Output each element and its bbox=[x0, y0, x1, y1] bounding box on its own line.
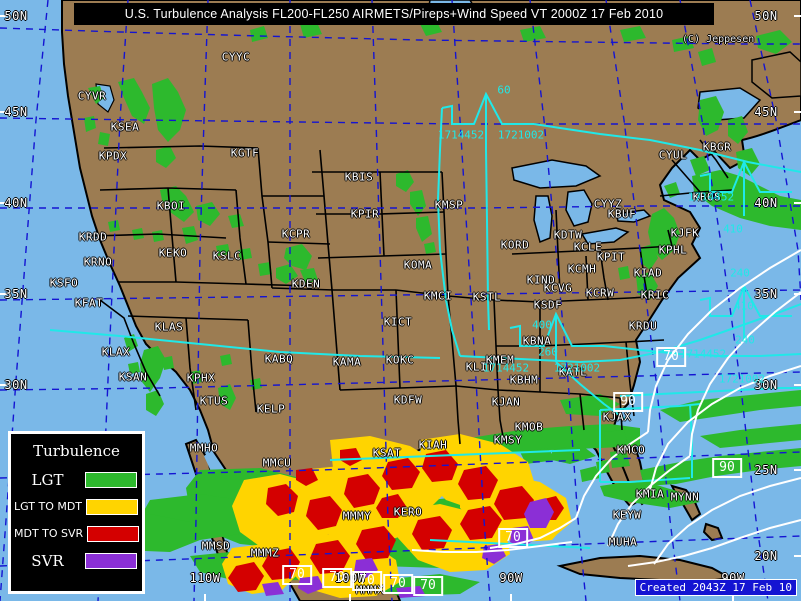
lat-tick-left-0 bbox=[0, 15, 7, 17]
created-timestamp: Created 2043Z 17 Feb 10 bbox=[634, 579, 797, 596]
wind-speed-box-5: 70 bbox=[322, 568, 352, 588]
lat-tick-right-3 bbox=[794, 293, 801, 295]
legend-swatch bbox=[85, 552, 137, 569]
lat-tick-left-3 bbox=[0, 293, 7, 295]
lon-tick-bottom-0 bbox=[204, 594, 206, 601]
lat-tick-right-0 bbox=[794, 15, 801, 17]
legend-item-svr: SVR bbox=[11, 547, 142, 574]
lake-superior bbox=[511, 159, 602, 189]
turbulence-severe-areas bbox=[262, 498, 554, 598]
bahamas-island-2 bbox=[702, 522, 724, 542]
lat-tick-left-2 bbox=[0, 202, 7, 204]
lat-tick-right-5 bbox=[794, 469, 801, 471]
legend-label: SVR bbox=[31, 551, 64, 570]
legend-label: LGT TO MDT bbox=[14, 500, 83, 513]
lon-tick-bottom-2 bbox=[510, 594, 512, 601]
isotach-contours bbox=[411, 249, 801, 567]
wind-speed-box-2: 90 bbox=[712, 458, 742, 478]
lat-tick-right-4 bbox=[794, 384, 801, 386]
lat-tick-right-6 bbox=[794, 555, 801, 557]
wind-speed-box-0: 70 bbox=[656, 347, 686, 367]
legend-label: MDT TO SVR bbox=[14, 527, 84, 540]
lon-tick-bottom-3 bbox=[732, 594, 734, 601]
wind-speed-box-4: 70 bbox=[282, 565, 312, 585]
wind-speed-box-7: 70 bbox=[383, 574, 413, 594]
legend-swatch bbox=[86, 498, 139, 515]
wind-speed-box-1: 90 bbox=[613, 392, 643, 412]
wind-speed-box-3: 70 bbox=[498, 528, 528, 548]
lat-tick-right-2 bbox=[794, 202, 801, 204]
airmet-polygons bbox=[49, 91, 801, 549]
lake-erie bbox=[580, 227, 630, 245]
legend-item-mdt-to-svr: MDT TO SVR bbox=[11, 520, 142, 547]
lake-huron bbox=[565, 189, 593, 227]
legend-item-lgt-to-mdt: LGT TO MDT bbox=[11, 493, 142, 520]
lon-tick-bottom-1 bbox=[349, 594, 351, 601]
cuba-island bbox=[556, 554, 734, 584]
legend-item-lgt: LGT bbox=[11, 466, 142, 493]
legend-title: Turbulence bbox=[33, 442, 120, 460]
lat-tick-right-1 bbox=[794, 111, 801, 113]
legend-rows: LGT LGT TO MDT MDT TO SVR SVR bbox=[11, 466, 142, 574]
wind-speed-box-8: 70 bbox=[413, 576, 443, 596]
legend-swatch bbox=[85, 471, 137, 488]
lake-ontario bbox=[615, 209, 652, 223]
map-title-bar: U.S. Turbulence Analysis FL200-FL250 AIR… bbox=[74, 3, 714, 25]
lat-tick-left-1 bbox=[0, 111, 7, 113]
turbulence-legend: Turbulence LGT LGT TO MDT MDT TO SVR SVR bbox=[8, 431, 145, 594]
legend-swatch bbox=[87, 525, 140, 542]
wind-speed-box-6: 70 bbox=[352, 571, 382, 591]
lat-tick-left-4 bbox=[0, 384, 7, 386]
page-title: U.S. Turbulence Analysis FL200-FL250 AIR… bbox=[124, 7, 664, 21]
legend-label: LGT bbox=[31, 470, 64, 489]
